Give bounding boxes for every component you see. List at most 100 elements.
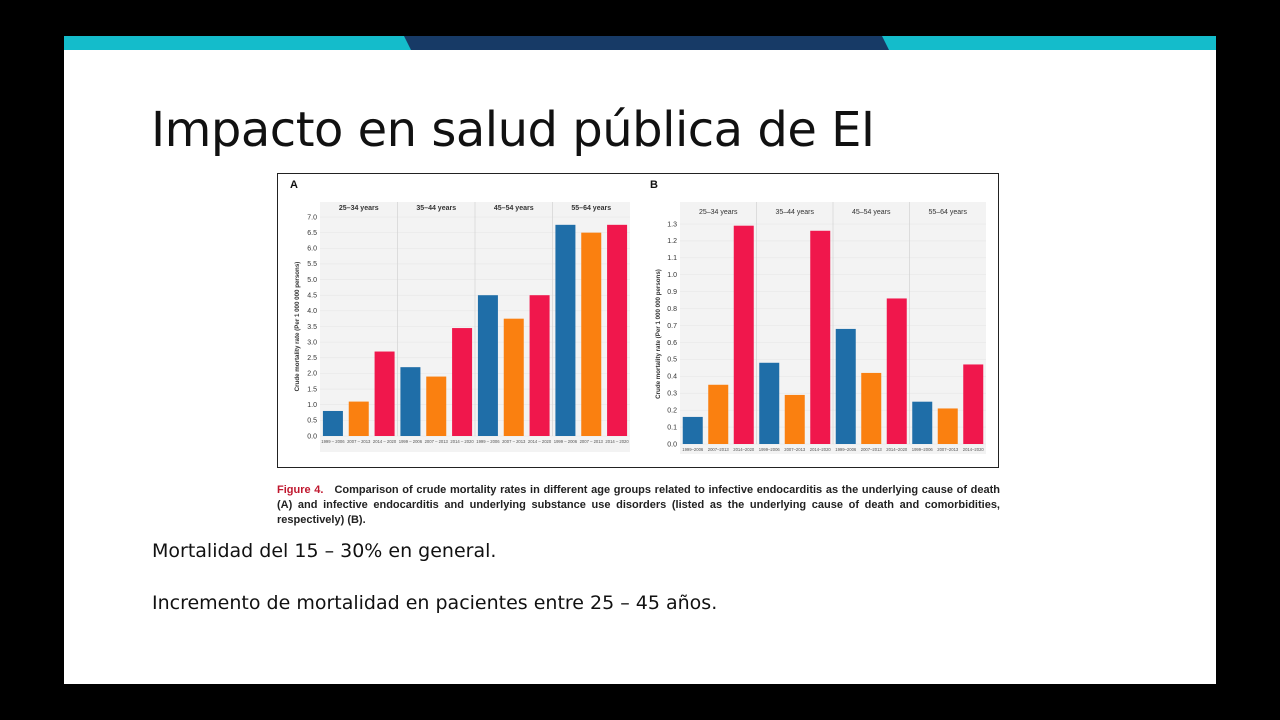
panel-b-bar <box>759 362 780 444</box>
panel-a-ytick-label: 4.0 <box>307 308 317 315</box>
panel-a-period-label: 2014 – 2020 <box>450 439 474 444</box>
bullet-mortality-general: Mortalidad del 15 – 30% en general. <box>152 540 497 562</box>
panel-b-ytick-label: 0.5 <box>667 357 677 364</box>
figure-4: A 0.0 0.5 1.0 1.5 2.0 2.5 3.0 3.5 4.0 4.5 5.0 5.5 6.0… <box>277 173 999 468</box>
panel-b-ytick-label: 1.1 <box>667 255 677 262</box>
panel-a-ytick-label: 1.5 <box>307 386 317 393</box>
figure-caption: Figure 4. Comparison of crude mortality … <box>277 483 1000 528</box>
panel-a-bar <box>426 376 447 436</box>
header-band <box>64 36 1216 50</box>
panel-a-period-label: 1999 – 2006 <box>554 439 578 444</box>
panel-a-period-label: 2007 – 2013 <box>580 439 604 444</box>
panel-a-period-label: 2007 – 2013 <box>347 439 371 444</box>
panel-a-bar <box>374 351 395 436</box>
header-band-navy <box>404 36 889 50</box>
panel-a-bar <box>581 232 602 436</box>
figure-4-charts: A 0.0 0.5 1.0 1.5 2.0 2.5 3.0 3.5 4.0 4.5 5.0 5.5 6.0… <box>290 179 986 454</box>
panel-a-ytick-label: 3.5 <box>307 324 317 331</box>
panel-a-bar <box>322 410 343 436</box>
panel-b-ytick-label: 0.8 <box>667 306 677 313</box>
panel-a-group-label: 35–44 years <box>416 205 456 212</box>
panel-a-period-label: 2014 – 2020 <box>373 439 397 444</box>
panel-a-bar <box>348 401 369 436</box>
panel-b-ytick-label: 1.3 <box>667 221 677 228</box>
panel-a-bar <box>607 224 628 436</box>
figure-caption-label: Figure 4. <box>277 484 324 496</box>
panel-b-group-label: 45–54 years <box>852 209 891 216</box>
panel-b-ytick-label: 0.7 <box>667 323 677 330</box>
panel-b-period-label: 2014–2020 <box>733 447 755 452</box>
panel-a-period-label: 2007 – 2013 <box>502 439 526 444</box>
panel-b-period-label: 1999–2006 <box>759 447 781 452</box>
panel-a-bar <box>477 295 498 436</box>
panel-a-ytick-label: 3.0 <box>307 339 317 346</box>
panel-b-bar <box>682 416 703 444</box>
panel-b-group-label: 25–34 years <box>699 209 738 216</box>
panel-b-ytick-label: 1.2 <box>667 238 677 245</box>
panel-b-bar <box>861 372 882 444</box>
panel-a-period-label: 1999 – 2006 <box>399 439 423 444</box>
panel-a-group-label: 55–64 years <box>571 205 611 212</box>
panel-b-period-label: 1999–2006 <box>682 447 704 452</box>
panel-b-period-label: 2014–2020 <box>963 447 985 452</box>
panel-b-period-label: 1999–2006 <box>912 447 934 452</box>
panel-a-ytick-label: 2.0 <box>307 371 317 378</box>
panel-b-group-label: 35–44 years <box>775 209 814 216</box>
panel-a-group-label: 25–34 years <box>339 205 379 212</box>
panel-a-ytick-label: 6.0 <box>307 246 317 253</box>
panel-a-bar <box>555 224 576 436</box>
panel-a-bar <box>400 367 421 436</box>
panel-b-bar <box>937 408 958 444</box>
panel-b-ytick-label: 0.3 <box>667 391 677 398</box>
panel-b-bar <box>963 364 984 444</box>
panel-b-label: B <box>650 179 658 191</box>
panel-b-ytick-label: 0.4 <box>667 374 677 381</box>
panel-a-ytick-label: 5.0 <box>307 277 317 284</box>
panel-b-period-label: 2007–2013 <box>784 447 806 452</box>
panel-b-ytick-label: 1.0 <box>667 272 677 279</box>
panel-b-ytick-label: 0.0 <box>667 441 677 448</box>
panel-b-ytick-label: 0.2 <box>667 407 677 414</box>
panel-b-period-label: 2007–2013 <box>861 447 883 452</box>
panel-a-period-label: 1999 – 2006 <box>321 439 345 444</box>
panel-b-period-label: 2014–2020 <box>886 447 908 452</box>
panel-a-group-label: 45–54 years <box>494 205 534 212</box>
panel-a-ytick-label: 6.5 <box>307 230 317 237</box>
panel-b-group-label: 55–64 years <box>928 209 967 216</box>
panel-b-ytick-label: 0.9 <box>667 289 677 296</box>
panel-a-period-label: 2014 – 2020 <box>528 439 552 444</box>
panel-a-ytick-label: 2.5 <box>307 355 317 362</box>
panel-b-bar <box>784 394 805 444</box>
panel-a-label: A <box>290 179 298 191</box>
panel-a-bar <box>452 328 473 436</box>
panel-b-bar <box>708 384 729 444</box>
panel-b-ylabel: Crude mortality rate (Per 1 000 000 pers… <box>655 269 662 399</box>
slide: Impacto en salud pública de EI A 0.0 0.5 1.… <box>64 36 1216 684</box>
panel-a-period-label: 1999 – 2006 <box>476 439 500 444</box>
panel-a-ytick-label: 1.0 <box>307 402 317 409</box>
panel-b-period-label: 2007–2013 <box>708 447 730 452</box>
panel-b-ytick-label: 0.6 <box>667 340 677 347</box>
panel-b-ytick-label: 0.1 <box>667 424 677 431</box>
panel-a-ytick-label: 4.5 <box>307 293 317 300</box>
panel-b-bar <box>810 230 831 444</box>
panel-a-ylabel: Crude mortality rate (Per 1 000 000 pers… <box>294 262 301 392</box>
slide-title: Impacto en salud pública de EI <box>151 102 875 158</box>
panel-b-bar <box>912 401 933 444</box>
panel-a-ytick-label: 7.0 <box>307 214 317 221</box>
panel-a-ytick-label: 0.5 <box>307 418 317 425</box>
panel-b-bar <box>733 225 754 444</box>
panel-a-period-label: 2007 – 2013 <box>425 439 449 444</box>
bullet-mortality-age: Incremento de mortalidad en pacientes en… <box>152 592 718 614</box>
panel-a-ytick-label: 0.0 <box>307 433 317 440</box>
panel-a-bar <box>503 318 524 436</box>
panel-b-bar <box>835 328 856 444</box>
panel-a-ytick-label: 5.5 <box>307 261 317 268</box>
panel-a-bar <box>529 295 550 436</box>
panel-b-period-label: 2007–2013 <box>937 447 959 452</box>
figure-caption-text: Comparison of crude mortality rates in d… <box>277 484 1001 526</box>
panel-b-bar <box>886 298 907 444</box>
panel-a-period-label: 2014 – 2020 <box>605 439 629 444</box>
panel-b-period-label: 1999–2006 <box>835 447 857 452</box>
panel-b-period-label: 2014–2020 <box>810 447 832 452</box>
